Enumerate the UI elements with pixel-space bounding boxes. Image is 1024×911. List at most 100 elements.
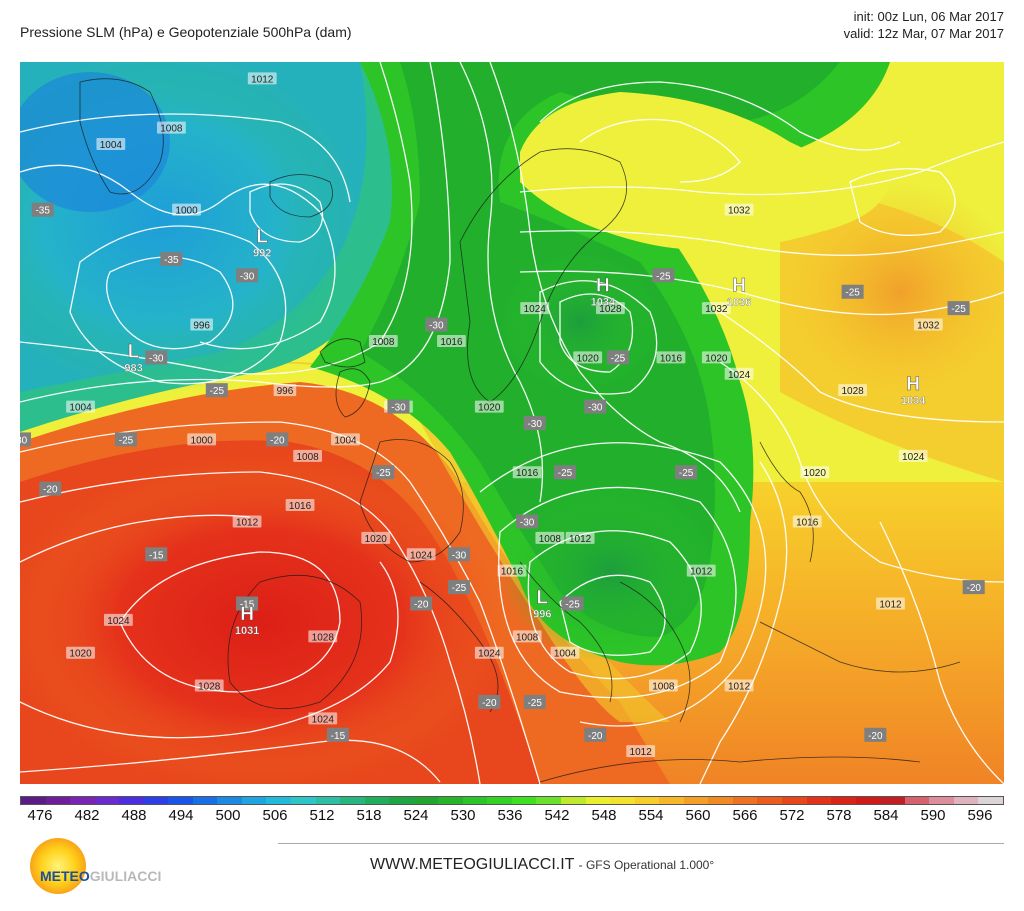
isobar-label: 1008 [535, 531, 565, 545]
isobar-label-text: 1016 [501, 567, 524, 578]
colorbar-ticks: 476 482 488 494 500 506 512 518 524 530 536 542 548 5… [20, 805, 1004, 825]
isobar-label-text: 1020 [365, 534, 388, 545]
geopotential-label: -25 [205, 383, 228, 398]
isobar-label: 1024 [308, 712, 338, 725]
colorbar-tick: 584 [873, 807, 899, 824]
isobar-label-text: 1012 [879, 600, 902, 611]
isobar-label: 1020 [66, 646, 95, 660]
pressure-center-letter: L [536, 588, 548, 609]
geopotential-label-text: -25 [845, 288, 860, 299]
isobar-label-text: 1012 [728, 682, 751, 693]
colorbar-tick: 500 [215, 807, 241, 824]
colorbar-swatch [364, 797, 390, 804]
colorbar-swatch [315, 797, 341, 804]
isobar-label: 1008 [156, 121, 186, 135]
isobar-label-text: 1024 [107, 616, 130, 627]
geopotential-label-text: -30 [429, 321, 444, 332]
geopotential-label: -25 [114, 432, 137, 447]
geopotential-label: -25 [652, 268, 675, 283]
colorbar-swatch [217, 797, 242, 804]
isobar-label-text: 1008 [372, 337, 395, 348]
geopotential-label-text: -20 [588, 731, 603, 742]
colorbar-swatch [536, 797, 562, 804]
isobar-label-text: 1004 [100, 140, 123, 151]
geopotential-label-text: -30 [588, 403, 603, 414]
isobar-label-text: 1000 [175, 206, 198, 217]
colorbar-swatch [953, 797, 979, 804]
colorbar-tick: 542 [544, 807, 570, 824]
colorbar-swatch [70, 797, 95, 804]
isobar-label-text: 1032 [705, 304, 728, 315]
isobar-label-text: 1020 [69, 649, 92, 660]
geopotential-label-text: -30 [520, 517, 535, 528]
isobar-label: 1024 [406, 548, 436, 561]
logo-text-giuliacci: GIULIACCI [89, 868, 162, 884]
colorbar-swatch [438, 797, 463, 804]
geopotential-label-text: -25 [119, 435, 134, 446]
colorbar-tick: 596 [967, 807, 993, 824]
isobar-label-text: 1020 [705, 353, 728, 364]
isobar-label-text: 1000 [191, 435, 214, 446]
isobar-label: 1032 [701, 302, 731, 315]
website-credit: WWW.METEOGIULIACCI.IT - GFS Operational … [370, 856, 714, 874]
east-warm-core [780, 182, 1004, 402]
isobar-label: 1020 [573, 351, 603, 364]
meteo-logo [30, 838, 86, 894]
colorbar-swatch [21, 797, 46, 804]
isobar-label: 1020 [361, 531, 391, 545]
geopotential-label: -15 [236, 596, 259, 611]
geopotential-label: -25 [553, 465, 576, 480]
colorbar-swatch [45, 797, 71, 804]
geopotential-label-text: -30 [452, 550, 467, 561]
isobar-label-text: 1028 [312, 632, 335, 643]
colorbar-swatch [389, 797, 414, 804]
isobar-label-text: 1028 [841, 386, 864, 397]
geopotential-label-text: -20 [270, 435, 285, 446]
isobar-label: 1016 [656, 351, 686, 364]
isobar-label-text: 1020 [478, 403, 501, 414]
pressure-center-value: 1034 [901, 395, 926, 407]
geopotential-label-text: -25 [565, 600, 580, 611]
geopotential-label-text: -25 [611, 353, 626, 364]
geopotential-label: -20 [962, 580, 985, 595]
geopotential-label-text: -15 [149, 550, 164, 561]
weather-map: 1012 1008 1004 1000 996 996 1000 1004 1004 1008 10… [20, 62, 1004, 784]
isobar-label: 1016 [792, 515, 822, 528]
isobar-label-text: 1012 [690, 567, 713, 578]
colorbar-swatch [119, 797, 144, 804]
isobar-label-text: 1032 [728, 206, 751, 217]
geopotential-label: -20 [584, 727, 607, 742]
colorbar-swatch [708, 797, 733, 804]
geopotential-label-text: -25 [527, 698, 542, 709]
geopotential-labels: -35 -35 -30 -30 -25 -25 -30 -20 -20 -15 -15 -15 -20 -… [20, 202, 985, 742]
isobar-label: 1008 [512, 630, 542, 643]
geopotential-label: -30 [145, 350, 168, 365]
isobar-label-text: 1024 [902, 452, 925, 463]
pressure-center-letter: H [906, 374, 920, 395]
colorbar-tick: 554 [638, 807, 664, 824]
geopotential-label: -25 [947, 301, 970, 316]
pressure-center-value: 996 [533, 609, 551, 621]
geopotential-label-text: -15 [240, 600, 255, 611]
geopotential-label: -30 [236, 268, 259, 283]
colorbar-tick: 590 [920, 807, 946, 824]
isobar-label-text: 1004 [334, 435, 357, 446]
pressure-center-value: 1031 [235, 625, 259, 637]
isobar-label-text: 1024 [478, 649, 501, 660]
geopotential-label: -30 [425, 317, 448, 332]
geopotential-label: -20 [410, 596, 433, 611]
geopotential-label: -25 [675, 465, 698, 480]
pressure-center-letter: H [732, 276, 746, 297]
isobar-label-text: 1012 [569, 534, 592, 545]
subtropical-high-core [20, 452, 520, 784]
colorbar-swatch [855, 797, 881, 804]
isobar-label: 1016 [497, 564, 527, 578]
isobar-label: 1012 [565, 531, 595, 545]
isobar-label: 1032 [913, 318, 943, 332]
geopotential-label: -25 [841, 284, 864, 299]
colorbar-tick: 512 [309, 807, 335, 824]
pressure-center-letter: H [240, 604, 254, 625]
